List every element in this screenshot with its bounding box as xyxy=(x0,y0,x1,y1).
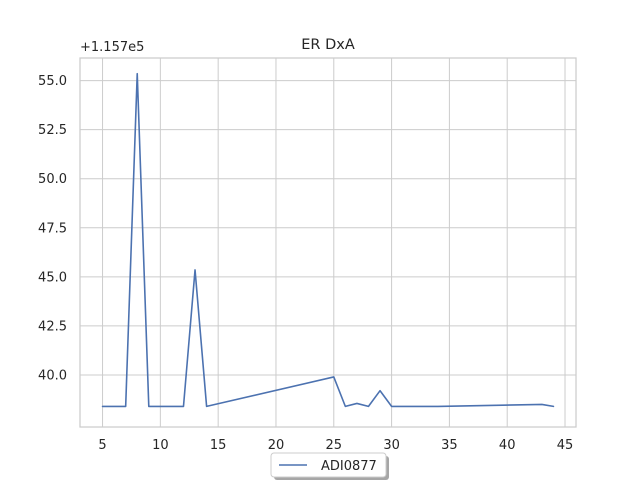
y-tick-label: 42.5 xyxy=(38,319,67,334)
x-tick-label: 40 xyxy=(499,438,516,453)
x-tick-label: 5 xyxy=(98,438,106,453)
chart-title: ER DxA xyxy=(301,37,355,53)
series-line-ADI0877 xyxy=(101,72,555,408)
y-tick-label: 45.0 xyxy=(38,270,67,285)
y-tick-labels: 40.0 42.5 45.0 47.5 50.0 52.5 55.0 xyxy=(38,74,67,383)
x-tick-labels: 5 10 15 20 25 30 35 40 45 xyxy=(98,438,573,453)
x-tick-label: 35 xyxy=(441,438,458,453)
grid-lines xyxy=(80,58,576,427)
y-tick-label: 47.5 xyxy=(38,221,67,236)
legend-entry-label: ADI0877 xyxy=(321,459,377,474)
series-lines xyxy=(101,72,555,408)
y-axis-offset-label: +1.157e5 xyxy=(80,40,144,55)
y-tick-label: 40.0 xyxy=(38,368,67,383)
x-tick-label: 25 xyxy=(326,438,343,453)
x-tick-label: 20 xyxy=(268,438,285,453)
legend-box xyxy=(270,452,387,478)
x-tick-label: 30 xyxy=(383,438,400,453)
x-tick-label: 45 xyxy=(557,438,574,453)
y-tick-label: 50.0 xyxy=(38,172,67,187)
axes-frame xyxy=(79,57,577,428)
y-tick-label: 52.5 xyxy=(38,123,67,138)
y-tick-label: 55.0 xyxy=(38,74,67,89)
x-tick-label: 10 xyxy=(152,438,169,453)
legend[interactable]: ADI0877 xyxy=(270,452,389,480)
x-tick-label: 15 xyxy=(210,438,227,453)
